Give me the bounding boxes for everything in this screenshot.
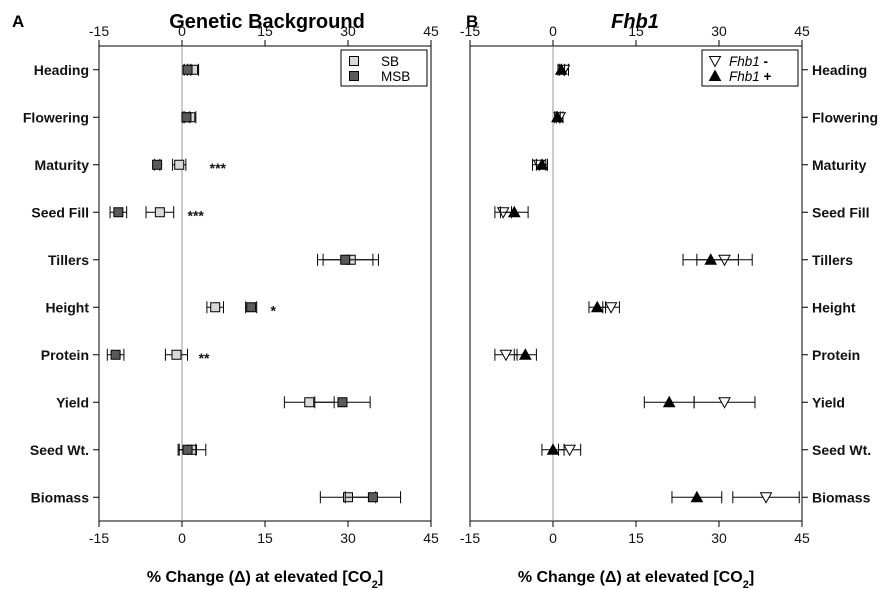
category-label: Tillers xyxy=(812,252,853,268)
data-point xyxy=(604,302,618,314)
panel-letter: A xyxy=(12,12,24,31)
legend-label: Fhb1 + xyxy=(729,69,772,84)
data-point xyxy=(690,490,704,503)
data-point xyxy=(551,110,564,123)
data-point xyxy=(546,443,560,455)
category-label: Height xyxy=(812,299,856,315)
x-tick-label-top: 0 xyxy=(549,23,557,39)
legend-label: MSB xyxy=(381,69,410,84)
data-point xyxy=(174,159,185,170)
data-point xyxy=(304,397,315,408)
x-tick-label-bottom: -15 xyxy=(89,530,109,546)
x-tick-label-bottom: -15 xyxy=(460,530,480,546)
panel-b: B Fhb1 -15 -15 0 0 15 15 30 30 45 45 Heading Flowerin… xyxy=(460,11,878,589)
chart-title: Fhb1 xyxy=(611,11,659,33)
x-tick-label-bottom: 0 xyxy=(178,530,186,546)
data-point xyxy=(563,444,576,457)
category-label: Flowering xyxy=(812,109,878,125)
data-point xyxy=(499,349,513,362)
category-label: Yield xyxy=(812,394,845,410)
x-axis-label: % Change (Δ) at elevated [CO2] xyxy=(147,569,383,589)
x-axis-label: % Change (Δ) at elevated [CO2] xyxy=(518,569,754,589)
category-label: Seed Wt. xyxy=(30,442,89,458)
category-label: Protein xyxy=(41,347,89,363)
data-point xyxy=(718,397,731,409)
legend-marker xyxy=(708,56,722,68)
data-point xyxy=(337,397,348,408)
x-tick-label-top: 45 xyxy=(423,23,439,39)
category-label: Seed Wt. xyxy=(812,442,871,458)
x-tick-label-top: 45 xyxy=(794,23,810,39)
legend-marker xyxy=(349,56,359,66)
data-point xyxy=(662,395,676,408)
series-1 xyxy=(499,63,739,504)
data-point xyxy=(246,302,257,313)
data-point xyxy=(367,492,378,503)
category-label: Maturity xyxy=(35,157,90,173)
panel-a: A Genetic Background -15 -15 0 0 15 15 30 30 45 45 H… xyxy=(12,11,439,589)
legend-label: SB xyxy=(381,54,399,69)
data-point xyxy=(210,302,221,313)
plot-frame xyxy=(98,45,432,522)
category-label: Biomass xyxy=(31,489,90,505)
x-tick-label-bottom: 45 xyxy=(794,530,810,546)
data-point xyxy=(181,112,192,123)
x-tick-label-top: 0 xyxy=(178,23,186,39)
plot-frame xyxy=(469,45,803,522)
category-label: Flowering xyxy=(23,109,89,125)
significance-label: *** xyxy=(210,160,227,176)
legend-marker xyxy=(708,69,722,81)
x-tick-label-top: 15 xyxy=(257,23,273,39)
chart-title: Genetic Background xyxy=(169,11,365,33)
series-0 xyxy=(145,63,379,504)
data-point xyxy=(340,254,351,265)
x-tick-label-top: -15 xyxy=(460,23,480,39)
category-label: Protein xyxy=(812,347,860,363)
data-point xyxy=(113,207,124,218)
category-label: Heading xyxy=(812,62,867,78)
category-label: Heading xyxy=(34,62,89,78)
x-tick-label-bottom: 30 xyxy=(711,530,727,546)
x-tick-label-bottom: 0 xyxy=(549,530,557,546)
category-label: Seed Fill xyxy=(31,204,89,220)
legend: Fhb1 -Fhb1 + xyxy=(701,49,799,87)
data-point xyxy=(535,158,549,170)
category-label: Seed Fill xyxy=(812,204,870,220)
category-label: Height xyxy=(45,299,89,315)
significance-label: *** xyxy=(188,207,205,223)
data-point xyxy=(110,349,121,360)
x-tick-label-top: 30 xyxy=(340,23,356,39)
significance-label: ** xyxy=(199,350,210,366)
x-tick-label-top: -15 xyxy=(89,23,109,39)
x-tick-label-bottom: 45 xyxy=(423,530,439,546)
data-point xyxy=(704,253,718,265)
series-0 xyxy=(494,63,800,504)
data-point xyxy=(154,207,165,218)
data-point xyxy=(182,444,193,455)
x-tick-label-bottom: 15 xyxy=(628,530,644,546)
data-point xyxy=(182,64,193,75)
data-point xyxy=(171,349,182,360)
data-point xyxy=(554,63,568,75)
data-point xyxy=(507,205,521,218)
category-label: Biomass xyxy=(812,489,871,505)
data-point xyxy=(518,348,532,360)
x-tick-label-bottom: 15 xyxy=(257,530,273,546)
significance-label: * xyxy=(271,302,277,318)
category-label: Tillers xyxy=(48,252,89,268)
x-tick-label-top: 15 xyxy=(628,23,644,39)
data-point xyxy=(590,300,604,313)
legend-marker xyxy=(349,71,359,81)
data-point xyxy=(152,159,163,170)
data-point xyxy=(759,492,773,504)
category-label: Yield xyxy=(56,394,89,410)
category-label: Maturity xyxy=(812,157,867,173)
x-tick-label-bottom: 30 xyxy=(340,530,356,546)
x-tick-label-top: 30 xyxy=(711,23,727,39)
legend-label: Fhb1 - xyxy=(729,54,768,69)
series-1 xyxy=(106,63,402,504)
panel-letter: B xyxy=(466,12,478,31)
